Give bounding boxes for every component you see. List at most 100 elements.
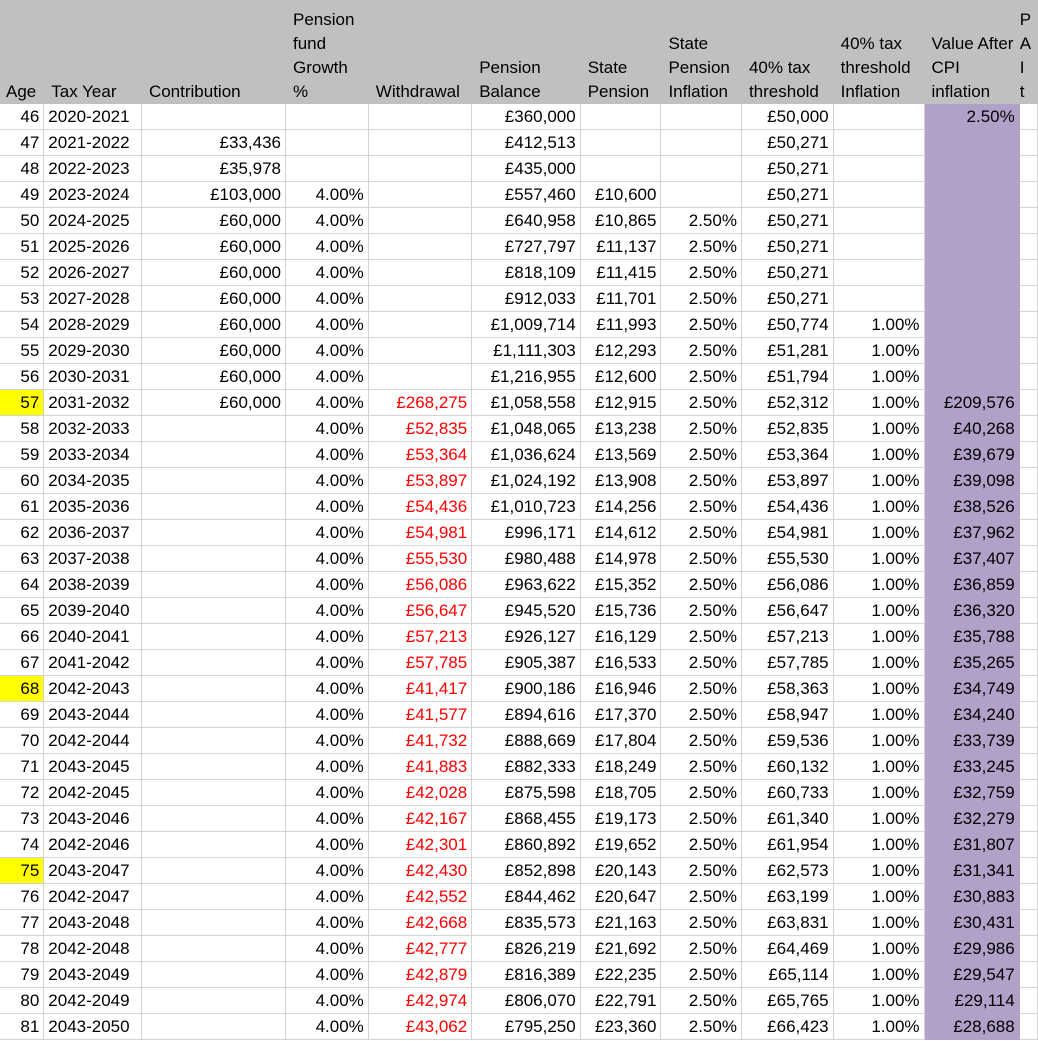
cell-threshold-inflation[interactable] (833, 181, 925, 208)
cell-value-after-cpi[interactable]: £30,883 (924, 883, 1020, 910)
cell-state-pension-inflation[interactable] (660, 181, 742, 208)
cell-tax-year[interactable]: 2022-2023 (43, 155, 142, 182)
cell-truncated[interactable] (1019, 987, 1038, 1014)
cell-growth[interactable]: 4.00% (285, 623, 369, 650)
cell-threshold-inflation[interactable]: 1.00% (833, 389, 925, 416)
cell-growth[interactable]: 4.00% (285, 285, 369, 312)
cell-state-pension-inflation[interactable]: 2.50% (660, 701, 742, 728)
cell-withdrawal[interactable]: £41,732 (368, 727, 473, 754)
cell-contribution[interactable] (141, 805, 287, 832)
cell-truncated[interactable] (1019, 519, 1038, 546)
cell-state-pension-inflation[interactable]: 2.50% (660, 259, 742, 286)
cell-tax-year[interactable]: 2035-2036 (43, 493, 142, 520)
cell-growth[interactable]: 4.00% (285, 701, 369, 728)
cell-state-pension[interactable]: £11,415 (580, 259, 662, 286)
cell-state-pension-inflation[interactable]: 2.50% (660, 1013, 742, 1040)
cell-age[interactable]: 66 (0, 623, 45, 650)
cell-value-after-cpi[interactable]: £35,788 (924, 623, 1020, 650)
cell-tax-threshold[interactable]: £56,647 (741, 597, 834, 624)
cell-withdrawal[interactable]: £56,086 (368, 571, 473, 598)
cell-age[interactable]: 55 (0, 337, 45, 364)
cell-tax-threshold[interactable]: £55,530 (741, 545, 834, 572)
cell-tax-year[interactable]: 2042-2046 (43, 831, 142, 858)
cell-withdrawal[interactable] (368, 104, 473, 130)
cell-truncated[interactable] (1019, 259, 1038, 286)
cell-age[interactable]: 54 (0, 311, 45, 338)
cell-state-pension-inflation[interactable]: 2.50% (660, 467, 742, 494)
cell-growth[interactable]: 4.00% (285, 389, 369, 416)
cell-tax-year[interactable]: 2042-2045 (43, 779, 142, 806)
cell-tax-threshold[interactable]: £58,947 (741, 701, 834, 728)
cell-growth[interactable]: 4.00% (285, 961, 369, 988)
cell-age[interactable]: 69 (0, 701, 45, 728)
cell-pension-balance[interactable]: £818,109 (471, 259, 581, 286)
cell-truncated[interactable] (1019, 545, 1038, 572)
cell-pension-balance[interactable]: £412,513 (471, 129, 581, 156)
cell-withdrawal[interactable]: £57,785 (368, 649, 473, 676)
cell-value-after-cpi[interactable]: £37,962 (924, 519, 1020, 546)
cell-contribution[interactable] (141, 1013, 287, 1040)
cell-tax-threshold[interactable]: £54,981 (741, 519, 834, 546)
cell-threshold-inflation[interactable]: 1.00% (833, 857, 925, 884)
cell-pension-balance[interactable]: £640,958 (471, 207, 581, 234)
header-tax-threshold[interactable]: 40% tax threshold (741, 0, 834, 104)
cell-state-pension-inflation[interactable]: 2.50% (660, 753, 742, 780)
cell-pension-balance[interactable]: £806,070 (471, 987, 581, 1014)
cell-withdrawal[interactable]: £42,777 (368, 935, 473, 962)
cell-tax-threshold[interactable]: £54,436 (741, 493, 834, 520)
cell-growth[interactable]: 4.00% (285, 1013, 369, 1040)
cell-threshold-inflation[interactable]: 1.00% (833, 701, 925, 728)
cell-withdrawal[interactable]: £42,974 (368, 987, 473, 1014)
cell-value-after-cpi[interactable] (924, 155, 1020, 182)
cell-value-after-cpi[interactable]: £36,320 (924, 597, 1020, 624)
cell-growth[interactable] (285, 155, 369, 182)
cell-tax-year[interactable]: 2030-2031 (43, 363, 142, 390)
cell-value-after-cpi[interactable]: £34,749 (924, 675, 1020, 702)
cell-state-pension[interactable]: £15,736 (580, 597, 662, 624)
cell-threshold-inflation[interactable]: 1.00% (833, 753, 925, 780)
cell-tax-year[interactable]: 2025-2026 (43, 233, 142, 260)
cell-state-pension[interactable]: £13,238 (580, 415, 662, 442)
cell-contribution[interactable]: £103,000 (141, 181, 287, 208)
cell-tax-year[interactable]: 2021-2022 (43, 129, 142, 156)
cell-threshold-inflation[interactable]: 1.00% (833, 961, 925, 988)
cell-truncated[interactable] (1019, 883, 1038, 910)
cell-threshold-inflation[interactable]: 1.00% (833, 519, 925, 546)
cell-truncated[interactable] (1019, 675, 1038, 702)
cell-state-pension[interactable]: £20,143 (580, 857, 662, 884)
cell-tax-year[interactable]: 2042-2048 (43, 935, 142, 962)
cell-age[interactable]: 68 (0, 675, 45, 702)
cell-threshold-inflation[interactable]: 1.00% (833, 311, 925, 338)
cell-state-pension-inflation[interactable]: 2.50% (660, 857, 742, 884)
cell-truncated[interactable] (1019, 233, 1038, 260)
cell-value-after-cpi[interactable]: £32,279 (924, 805, 1020, 832)
cell-pension-balance[interactable]: £1,058,558 (471, 389, 581, 416)
cell-growth[interactable]: 4.00% (285, 363, 369, 390)
header-tax-threshold-inflation[interactable]: 40% tax threshold Inflation (833, 0, 925, 104)
cell-tax-threshold[interactable]: £53,897 (741, 467, 834, 494)
cell-age[interactable]: 49 (0, 181, 45, 208)
cell-pension-balance[interactable]: £963,622 (471, 571, 581, 598)
cell-tax-threshold[interactable]: £63,831 (741, 909, 834, 936)
cell-pension-balance[interactable]: £868,455 (471, 805, 581, 832)
cell-age[interactable]: 78 (0, 935, 45, 962)
cell-threshold-inflation[interactable]: 1.00% (833, 337, 925, 364)
cell-growth[interactable]: 4.00% (285, 857, 369, 884)
cell-age[interactable]: 63 (0, 545, 45, 572)
cell-contribution[interactable] (141, 701, 287, 728)
cell-state-pension-inflation[interactable]: 2.50% (660, 571, 742, 598)
cell-state-pension-inflation[interactable]: 2.50% (660, 675, 742, 702)
cell-pension-balance[interactable]: £844,462 (471, 883, 581, 910)
cell-contribution[interactable] (141, 831, 287, 858)
cell-pension-balance[interactable]: £795,250 (471, 1013, 581, 1040)
cell-truncated[interactable] (1019, 779, 1038, 806)
cell-age[interactable]: 50 (0, 207, 45, 234)
cell-state-pension-inflation[interactable]: 2.50% (660, 831, 742, 858)
cell-threshold-inflation[interactable]: 1.00% (833, 597, 925, 624)
cell-tax-year[interactable]: 2037-2038 (43, 545, 142, 572)
cell-withdrawal[interactable]: £43,062 (368, 1013, 473, 1040)
cell-state-pension[interactable]: £21,692 (580, 935, 662, 962)
cell-contribution[interactable] (141, 545, 287, 572)
cell-threshold-inflation[interactable]: 1.00% (833, 623, 925, 650)
cell-tax-threshold[interactable]: £57,213 (741, 623, 834, 650)
